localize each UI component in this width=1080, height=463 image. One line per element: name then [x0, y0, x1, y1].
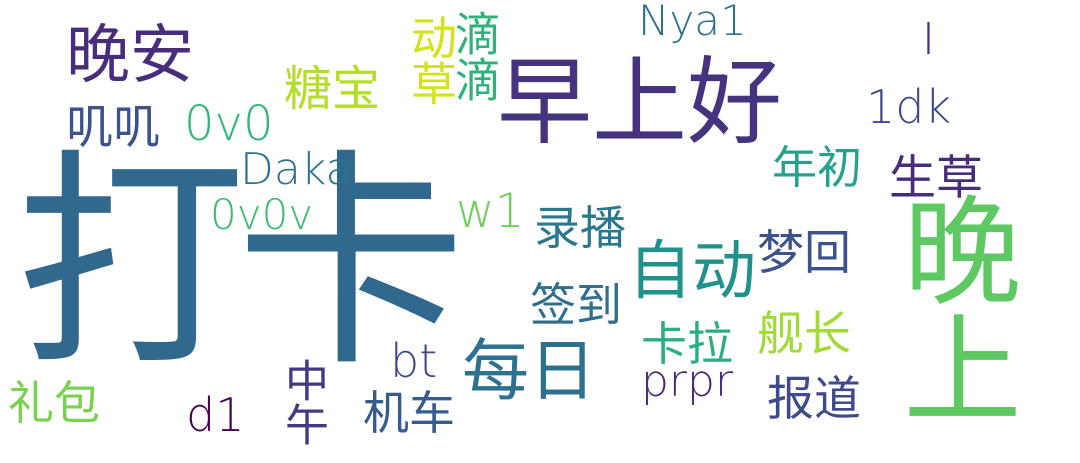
word-daka-en: Daka: [240, 144, 353, 195]
word-lubo: 录播: [534, 201, 626, 255]
word-ovovo: 0v0v: [210, 190, 314, 239]
word-didi: 滴滴: [448, 10, 502, 102]
word-jianzhang: 舰长: [757, 307, 851, 362]
word-shengcao: 生草: [889, 151, 983, 206]
word-yongcao: 动草: [404, 14, 458, 106]
word-menghui: 梦回: [757, 226, 851, 281]
word-zaoshanghao: 早上好: [497, 48, 783, 158]
word-baodao: 报道: [767, 372, 861, 427]
word-1dk: 1dk: [866, 80, 952, 134]
word-d1: d1: [186, 388, 245, 442]
word-qiandao: 签到: [530, 278, 622, 332]
word-meiri: 每日: [462, 332, 596, 410]
word-zidong: 自动: [628, 235, 756, 309]
word-prpr: prpr: [641, 356, 734, 407]
word-daka: 打卡: [16, 131, 466, 398]
word-bar: I: [922, 14, 935, 65]
word-tangbao: 糖宝: [284, 61, 381, 117]
word-kala: 卡拉: [641, 317, 733, 371]
word-wanan: 晚安: [66, 19, 194, 93]
word-zhongwu: 中午: [277, 358, 328, 446]
word-wanshang: 晚上: [883, 190, 1021, 426]
word-libao: 礼包: [8, 376, 100, 430]
word-w1: w1: [456, 184, 525, 239]
word-nianchu: 年初: [772, 141, 863, 194]
word-yongyong: 叽叽: [66, 100, 160, 155]
word-bt: bt: [390, 334, 438, 388]
word-ovo: 0v0: [184, 96, 274, 152]
word-jiche: 机车: [363, 386, 455, 440]
word-nya1: Nya1: [638, 0, 747, 45]
